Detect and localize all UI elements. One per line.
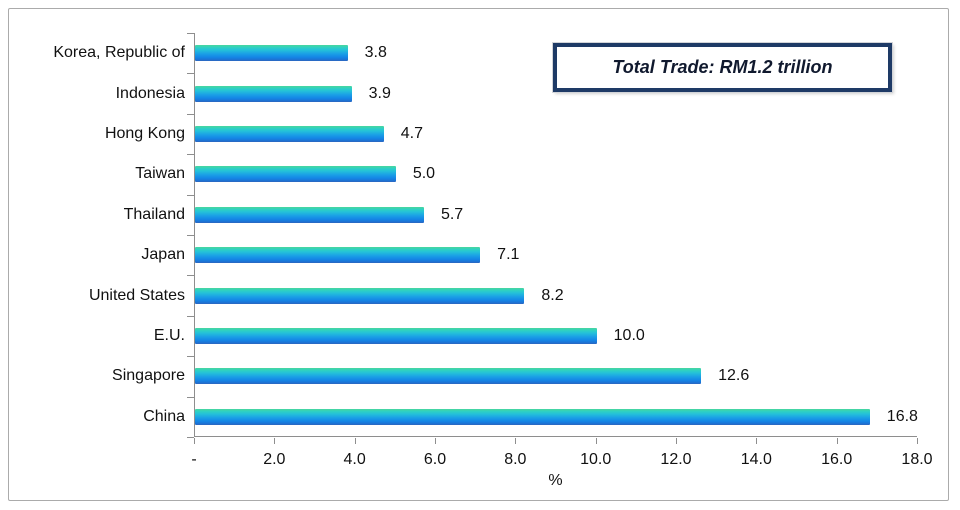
x-axis-tick <box>515 438 517 444</box>
value-label-united-states: 8.2 <box>541 286 564 304</box>
value-label-indonesia: 3.9 <box>368 84 391 102</box>
y-axis-tick <box>187 356 194 357</box>
x-axis-tick <box>836 438 838 444</box>
x-tick-label-14-0: 14.0 <box>740 451 772 468</box>
y-axis-tick <box>187 235 194 236</box>
bar-hong-kong <box>195 126 384 142</box>
y-axis-tick <box>187 275 194 276</box>
x-tick-label-8-0: 8.0 <box>504 451 527 468</box>
x-tick-label-12-0: 12.0 <box>660 451 692 468</box>
y-axis-tick <box>187 195 194 196</box>
bar-japan <box>195 247 481 264</box>
x-axis-tick <box>676 438 677 444</box>
x-tick-label-4-0: 4.0 <box>343 451 366 468</box>
x-tick-label-18-0: 18.0 <box>901 451 933 468</box>
x-axis-tick <box>435 438 436 444</box>
category-label-hong-kong: Hong Kong <box>104 125 185 142</box>
bar-korea-republic-of <box>195 45 348 62</box>
value-label-korea-republic-of: 3.8 <box>364 44 387 62</box>
category-label-e-u: E.U. <box>153 327 185 344</box>
y-axis-tick <box>187 437 194 438</box>
value-label-china: 16.8 <box>886 407 918 425</box>
x-tick-label-2-0: 2.0 <box>263 451 286 468</box>
x-axis-tick <box>756 438 758 444</box>
bar-china <box>195 408 870 425</box>
x-axis-tick <box>595 438 597 444</box>
y-axis-tick <box>187 33 194 34</box>
value-label-japan: 7.1 <box>497 246 520 264</box>
value-label-thailand: 5.7 <box>440 205 464 223</box>
category-label-thailand: Thailand <box>123 205 185 223</box>
y-axis-tick <box>187 154 194 155</box>
total-trade-annotation-box: Total Trade: RM1.2 trillion <box>553 43 892 92</box>
bar-indonesia <box>195 85 352 102</box>
y-axis-tick <box>187 73 194 74</box>
x-tick-label-6-0: 6.0 <box>423 451 447 468</box>
value-label-singapore: 12.6 <box>718 367 750 385</box>
x-axis-tick <box>274 438 276 444</box>
bar-thailand <box>195 206 424 223</box>
category-label-united-states: United States <box>88 286 185 304</box>
category-label-indonesia: Indonesia <box>115 84 185 102</box>
category-label-singapore: Singapore <box>112 367 185 385</box>
x-tick-label-10-0: 10.0 <box>580 451 612 468</box>
x-tick-label--: - <box>191 451 197 468</box>
x-axis-title: % <box>548 472 563 489</box>
bar-e-u <box>195 328 597 344</box>
y-axis-tick <box>187 397 194 398</box>
x-axis-tick <box>917 438 918 444</box>
y-axis-tick <box>187 316 194 317</box>
x-tick-label-16-0: 16.0 <box>821 451 853 468</box>
category-label-taiwan: Taiwan <box>135 165 185 183</box>
plot-area: 3.8 3.9 4.7 5.0 5.7 7.1 8.2 10.0 12.6 16.8 <box>194 33 918 437</box>
bar-united-states <box>195 287 525 304</box>
value-label-taiwan: 5.0 <box>412 165 436 183</box>
value-label-e-u: 10.0 <box>613 327 645 344</box>
category-label-china: China <box>143 407 185 425</box>
category-label-japan: Japan <box>141 246 185 264</box>
total-trade-annotation-text: Total Trade: RM1.2 trillion <box>612 57 833 77</box>
bar-singapore <box>195 368 702 385</box>
x-axis-tick <box>354 438 356 444</box>
bar-taiwan <box>195 166 396 183</box>
y-axis-tick <box>187 114 194 115</box>
value-label-hong-kong: 4.7 <box>400 125 424 142</box>
x-axis-tick <box>194 438 195 444</box>
category-label-korea-republic-of: Korea, Republic of <box>53 44 185 62</box>
